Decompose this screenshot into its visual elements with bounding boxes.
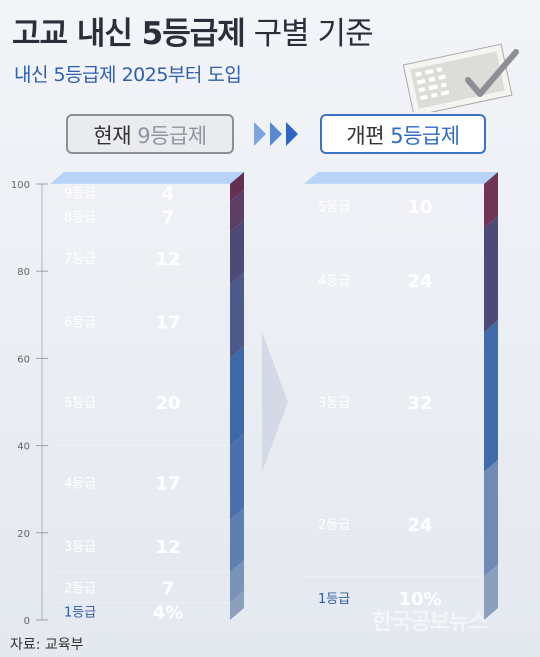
left-bar-side-face	[230, 172, 244, 202]
y-axis: 0 20 40 60 80 100	[11, 180, 48, 627]
left-bar-side-face	[230, 346, 244, 446]
left-bar-category-label: 1등급	[64, 605, 96, 620]
left-bar-side-face	[230, 560, 244, 603]
page-subtitle: 내신 5등급제 2025부터 도입	[14, 64, 242, 86]
left-bar-category-label: 8등급	[64, 211, 96, 226]
right-bar-top-face	[304, 172, 498, 184]
left-bar-side-face	[230, 433, 244, 520]
right-bar-value-label: 10%	[398, 589, 441, 610]
left-bar-category-label: 6등급	[64, 315, 96, 330]
current-system-label: 현재 9등급제	[66, 114, 234, 154]
right-bar-category-label: 2등급	[318, 518, 350, 533]
left-bar-value-label: 7	[162, 208, 175, 229]
left-bar-category-label: 3등급	[64, 540, 96, 555]
left-bar-side-face	[230, 507, 244, 573]
page-title: 고교 내신 5등급제 구별 기준	[12, 16, 374, 52]
right-bar-value-label: 24	[407, 271, 432, 292]
new-system-label: 개편 5등급제	[320, 114, 486, 154]
left-bar-category-label: 4등급	[64, 477, 96, 492]
left-bar-category-label: 7등급	[64, 252, 96, 267]
right-bar-side-face	[484, 459, 498, 577]
right-bar-category-label: 4등급	[318, 274, 350, 289]
right-bar-side-face	[484, 564, 498, 620]
left-bar-value-label: 12	[155, 537, 180, 558]
y-tick-label: 20	[17, 529, 30, 540]
right-stacked-bar: 1등급 10% 2등급 24 3등급 32 4등급 24 5등급 10	[304, 172, 498, 620]
source-note: 자료: 교육부	[10, 637, 84, 653]
left-bar-value-label: 7	[162, 578, 175, 599]
report-card-icon	[402, 43, 519, 112]
left-bar-value-label: 4%	[153, 602, 184, 623]
left-stacked-bar: 1등급 4% 2등급 7 3등급 12 4등급 17 5등급 20 6등급 17 7등급 12 8등급 7 9등…	[50, 172, 244, 623]
right-bar-side-face	[484, 320, 498, 472]
left-bar-category-label: 5등급	[64, 396, 96, 411]
right-bar-value-label: 24	[407, 515, 432, 536]
y-tick-label: 80	[17, 267, 30, 278]
right-bar-value-label: 32	[407, 393, 432, 414]
left-bar-side-face	[230, 219, 244, 285]
left-bar-value-label: 12	[155, 249, 180, 270]
y-tick-label: 60	[17, 354, 30, 365]
left-bar-value-label: 20	[155, 393, 180, 414]
y-tick-label: 40	[17, 442, 30, 453]
right-bar-side-face	[484, 172, 498, 228]
big-arrow	[262, 332, 288, 472]
left-bar-value-label: 4	[162, 184, 175, 205]
left-bar-side-face	[230, 189, 244, 232]
y-tick-label: 0	[24, 616, 30, 627]
left-bar-value-label: 17	[155, 474, 180, 495]
arrows-icon	[254, 122, 298, 146]
right-bar-value-label: 10	[407, 197, 432, 218]
left-bar-category-label: 9등급	[64, 187, 96, 202]
watermark: 한국공보뉴스	[372, 610, 488, 635]
right-bar-category-label: 3등급	[318, 396, 350, 411]
right-bar-category-label: 1등급	[318, 592, 350, 607]
y-tick-label: 100	[11, 180, 30, 191]
left-bar-top-face	[50, 172, 244, 184]
right-bar-category-label: 5등급	[318, 200, 350, 215]
left-bar-category-label: 2등급	[64, 581, 96, 596]
right-bar-side-face	[484, 215, 498, 333]
left-bar-side-face	[230, 272, 244, 359]
left-bar-value-label: 17	[155, 312, 180, 333]
left-bar-side-face	[230, 590, 244, 620]
